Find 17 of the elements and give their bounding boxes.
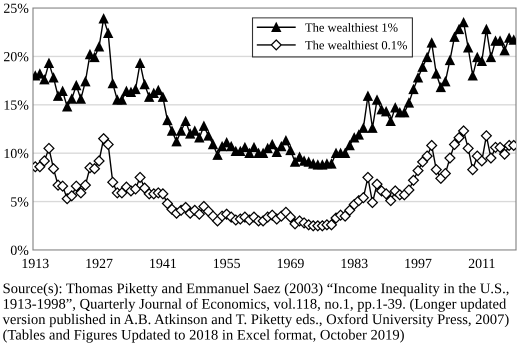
x-tick-label: 1997 (405, 258, 432, 268)
y-tick-label: 25% (4, 4, 28, 13)
x-tick-label: 2011 (468, 258, 495, 268)
x-tick-label: 1927 (86, 258, 113, 268)
legend-label: The wealthiest 1% (305, 22, 398, 32)
x-tick-label: 1941 (150, 258, 176, 268)
x-tick-label: 1983 (342, 258, 368, 268)
y-tick-label: 5% (11, 197, 28, 207)
legend-label: The wealthiest 0.1% (305, 40, 407, 50)
source-note: Source(s): Thomas Piketty and Emmanuel Saez (2003) “Income Inequality in the U.S., 1913-1998”, Quarterly Journal of Economics, vol.118, no.1, pp.1-39. (Longer updated version published in A.B. Atkinson and T. Piketty eds., Oxford University Press, 2007) (Tables and Figures Updated to 2018 in Excel format, October 2019) (2, 283, 509, 343)
y-tick-label: 15% (4, 100, 28, 110)
y-tick-label: 0% (10, 246, 28, 255)
y-tick-label: 10% (4, 148, 28, 158)
y-tick-label: 20% (4, 52, 28, 62)
x-tick-label: 1913 (22, 258, 49, 268)
x-tick-label: 1969 (278, 258, 304, 268)
x-tick-label: 1955 (214, 258, 240, 268)
